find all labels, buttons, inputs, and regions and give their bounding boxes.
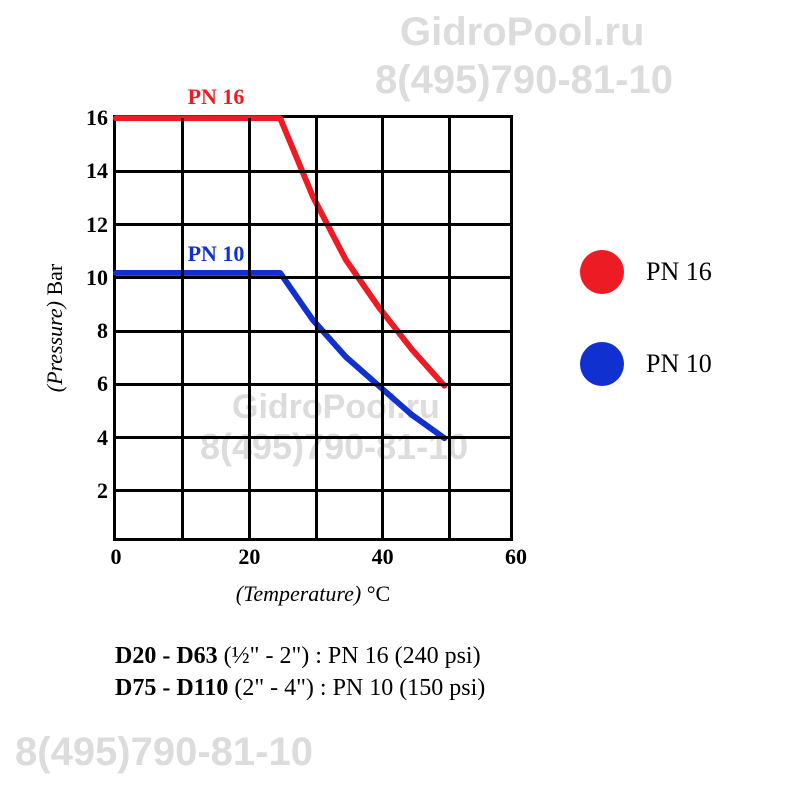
caption-line: D75 - D110 (2" - 4") : PN 10 (150 psi) (115, 672, 485, 704)
gridline-horizontal (116, 489, 510, 492)
gridline-horizontal (116, 383, 510, 386)
series-label-pn16: PN 16 (188, 84, 245, 110)
gridline-horizontal (116, 170, 510, 173)
watermark: 8(495)790-81-10 (15, 730, 313, 775)
caption-line: D20 - D63 (½" - 2") : PN 16 (240 psi) (115, 640, 485, 672)
watermark: GidroPool.ru (400, 10, 644, 55)
series-curves (116, 118, 510, 538)
x-tick-label: 40 (372, 544, 394, 570)
legend-dot-icon (580, 342, 624, 386)
series-label-pn10: PN 10 (188, 241, 245, 267)
legend-label: PN 10 (646, 349, 712, 379)
y-tick-label: 16 (68, 105, 108, 131)
watermark: 8(495)790-81-10 (375, 58, 673, 103)
y-tick-label: 14 (68, 158, 108, 184)
y-tick-label: 4 (68, 425, 108, 451)
legend-item: PN 16 (580, 250, 712, 294)
legend-label: PN 16 (646, 257, 712, 287)
gridline-horizontal (116, 436, 510, 439)
y-tick-label: 2 (68, 478, 108, 504)
y-tick-label: 8 (68, 318, 108, 344)
y-tick-label: 10 (68, 265, 108, 291)
x-axis-title: (Temperature) °C (236, 581, 390, 607)
plot-area: 2468101214160204060PN 16PN 10 (113, 115, 513, 541)
legend-item: PN 10 (580, 342, 712, 386)
y-tick-label: 6 (68, 371, 108, 397)
gridline-horizontal (116, 223, 510, 226)
series-line-pn10 (116, 273, 444, 438)
gridline-vertical (181, 118, 184, 538)
gridline-horizontal (116, 330, 510, 333)
y-axis-title: (Pressure) Bar (42, 264, 68, 393)
x-tick-label: 20 (238, 544, 260, 570)
series-line-pn16 (116, 118, 444, 386)
gridline-vertical (315, 118, 318, 538)
legend-dot-icon (580, 250, 624, 294)
y-tick-label: 12 (68, 212, 108, 238)
gridline-vertical (381, 118, 384, 538)
legend: PN 16 PN 10 (580, 250, 712, 434)
gridline-vertical (248, 118, 251, 538)
gridline-horizontal (116, 276, 510, 279)
caption: D20 - D63 (½" - 2") : PN 16 (240 psi)D75… (115, 640, 485, 704)
x-tick-label: 60 (505, 544, 527, 570)
gridline-vertical (448, 118, 451, 538)
x-tick-label: 0 (111, 544, 122, 570)
